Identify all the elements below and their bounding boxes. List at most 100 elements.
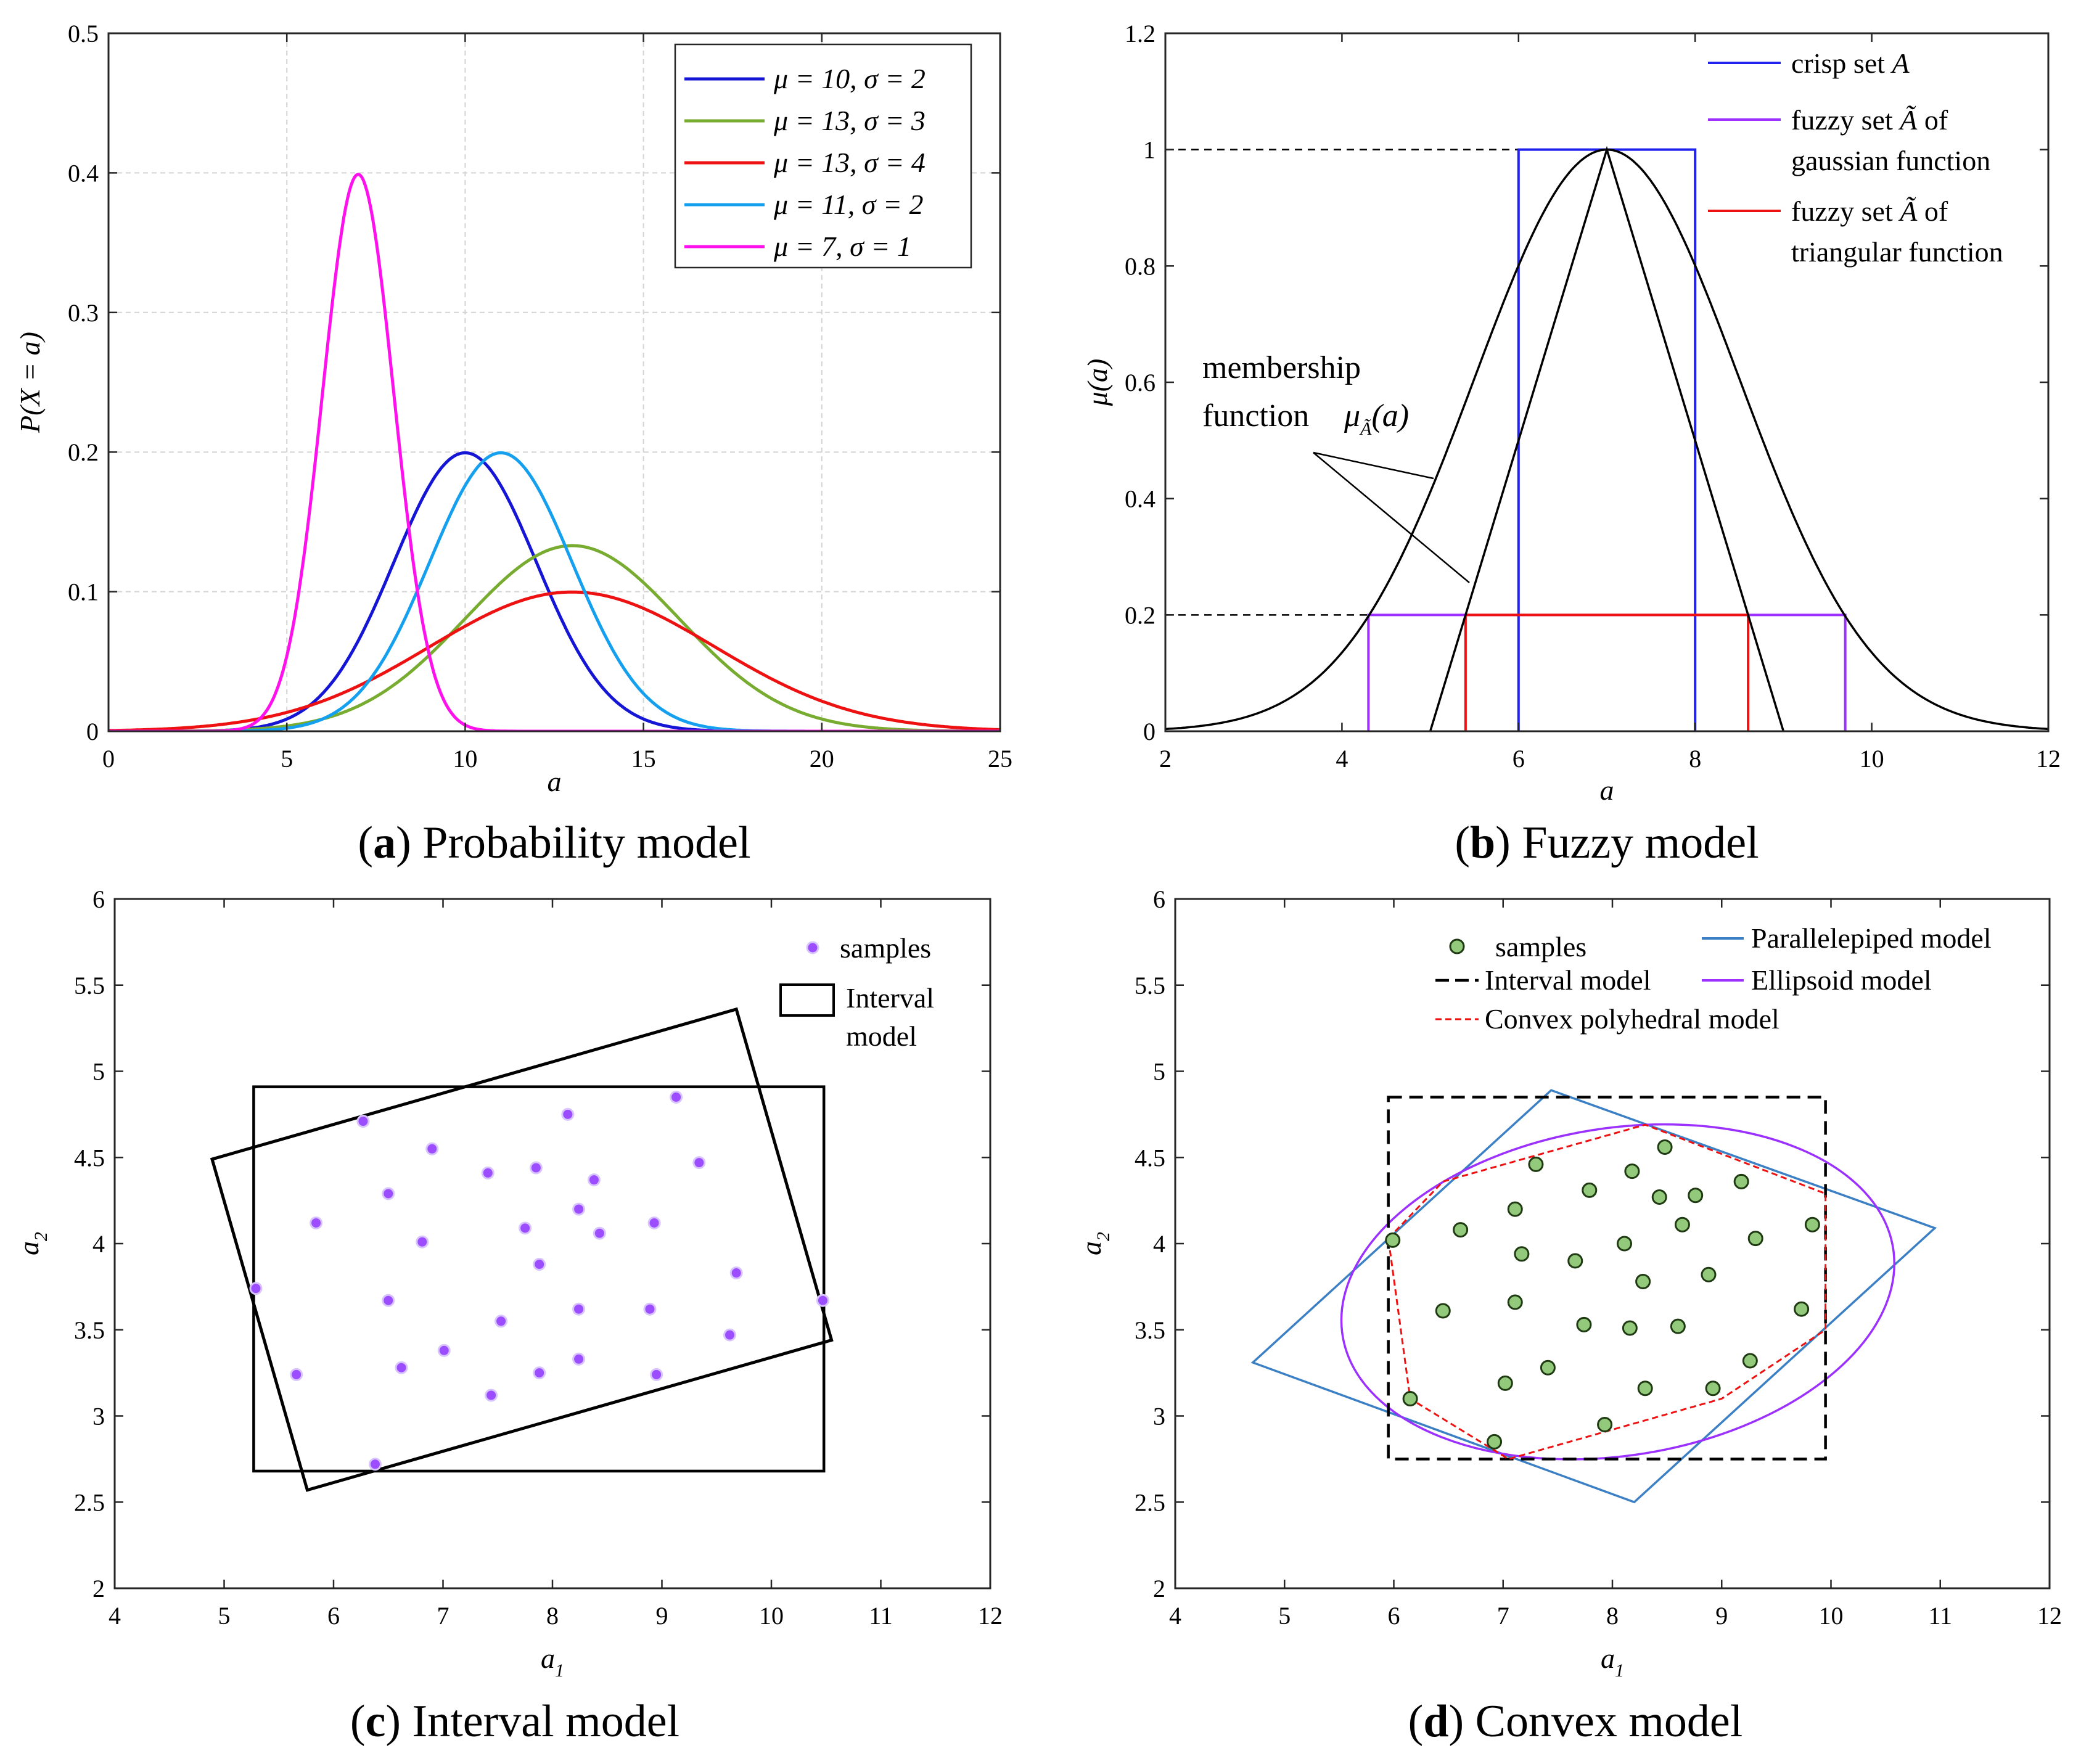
sample-point bbox=[1747, 1231, 1763, 1247]
x-tick-label: 8 bbox=[546, 1602, 559, 1630]
sample-point bbox=[485, 1389, 498, 1402]
sample-point bbox=[395, 1361, 408, 1374]
sample-point bbox=[1637, 1380, 1653, 1397]
x-tick-label: 11 bbox=[1928, 1602, 1952, 1630]
legend-label-4: μ = 11, σ = 2 bbox=[773, 189, 923, 220]
sample-point bbox=[356, 1115, 370, 1128]
sample-point bbox=[1657, 1139, 1673, 1155]
sample-point bbox=[1705, 1380, 1721, 1397]
x-tick-label: 9 bbox=[1715, 1602, 1728, 1630]
sample-point bbox=[1597, 1416, 1613, 1432]
sample-point bbox=[1688, 1188, 1704, 1204]
sample-point bbox=[1507, 1201, 1523, 1217]
sample-point bbox=[643, 1302, 657, 1316]
y-axis-label-b: μ(a) bbox=[1082, 359, 1113, 407]
y-tick-label: 3.5 bbox=[74, 1316, 105, 1344]
y-tick-label: 0.3 bbox=[68, 299, 99, 327]
legend-d: samples Parallelepiped model Interval mode… bbox=[1435, 922, 1992, 1035]
y-tick-label: 2 bbox=[92, 1575, 105, 1602]
sample-point bbox=[533, 1366, 546, 1380]
legend-label-interval-line2: model bbox=[846, 1020, 917, 1052]
legend-label-parallelepiped: Parallelepiped model bbox=[1751, 922, 1992, 954]
sample-point bbox=[1497, 1375, 1513, 1391]
x-tick-label: 12 bbox=[2037, 1602, 2062, 1630]
sample-point bbox=[1733, 1173, 1749, 1189]
legend-swatch-interval bbox=[779, 983, 835, 1017]
triangle-membership-curve bbox=[1429, 146, 1785, 731]
sample-point bbox=[1435, 1303, 1451, 1319]
legend-label-samples: samples bbox=[1495, 931, 1586, 962]
sample-point bbox=[519, 1221, 532, 1235]
x-axis-label-c: a1 bbox=[541, 1643, 564, 1681]
caption-c: (c) Interval model bbox=[350, 1696, 679, 1747]
y-axis-label-a: P(X = a) bbox=[14, 332, 46, 433]
x-tick-label: 6 bbox=[1513, 745, 1525, 773]
membership-label-line1: membership bbox=[1202, 350, 1361, 385]
sample-point bbox=[647, 1216, 661, 1229]
sample-point bbox=[1670, 1318, 1686, 1334]
sample-point bbox=[425, 1142, 439, 1155]
x-axis-label-d: a1 bbox=[1601, 1643, 1624, 1681]
y-tick-label: 5.5 bbox=[74, 972, 105, 999]
sample-point bbox=[290, 1368, 303, 1381]
y-tick-label: 0 bbox=[1143, 718, 1155, 745]
x-tick-label: 4 bbox=[1336, 745, 1348, 773]
sample-point bbox=[1582, 1182, 1598, 1198]
fuzzy-triangular-line bbox=[1464, 613, 1750, 731]
ticks-b: 2 4 6 8 10 12 0 0.2 0.4 0.6 0.8 1 1.2 bbox=[1125, 20, 2061, 773]
ellipsoid-shape bbox=[1340, 1123, 1895, 1461]
sample-point bbox=[1540, 1360, 1556, 1376]
ticks-a: 0 5 10 15 20 25 0 0.1 0.2 0.3 0.4 0.5 bbox=[68, 20, 1012, 773]
x-tick-label: 4 bbox=[1169, 1602, 1181, 1630]
legend-c: samples Interval model bbox=[779, 932, 934, 1052]
sample-point bbox=[1794, 1301, 1810, 1317]
sample-point bbox=[1616, 1236, 1632, 1252]
sample-point bbox=[572, 1302, 586, 1316]
plot-area-c bbox=[115, 899, 990, 1588]
legend-label-3: fuzzy set Ã of bbox=[1791, 195, 1948, 227]
y-tick-label: 0.1 bbox=[68, 578, 99, 606]
x-tick-label: 10 bbox=[453, 745, 477, 773]
sample-point bbox=[1567, 1253, 1583, 1269]
legend-box bbox=[674, 43, 972, 269]
ticks-d: 4 5 6 7 8 9 10 11 12 2 2.5 3 3.5 4 4.5 5 5.5 6 bbox=[1135, 885, 2062, 1630]
legend-label-2: μ = 13, σ = 3 bbox=[773, 105, 926, 136]
sample-point bbox=[1651, 1189, 1667, 1205]
legend-label-2-line2: gaussian function bbox=[1791, 145, 1990, 176]
series-group-b bbox=[1165, 146, 2048, 731]
sample-point bbox=[1507, 1294, 1523, 1310]
sample-point bbox=[416, 1235, 429, 1249]
x-tick-label: 9 bbox=[656, 1602, 668, 1630]
y-tick-label: 4 bbox=[92, 1230, 105, 1258]
sample-point bbox=[368, 1458, 382, 1471]
x-tick-label: 10 bbox=[1819, 1602, 1844, 1630]
sample-point bbox=[1402, 1391, 1418, 1407]
series-line-5 bbox=[109, 173, 1000, 731]
x-tick-label: 2 bbox=[1159, 745, 1172, 773]
ticks-c: 4 5 6 7 8 9 10 11 12 2 2.5 3 3.5 4 4.5 5 5.5 6 bbox=[74, 885, 1003, 1630]
membership-symbol: μÃ(a) bbox=[1344, 398, 1409, 439]
x-tick-label: 0 bbox=[102, 745, 115, 773]
y-tick-label: 3 bbox=[1153, 1403, 1165, 1430]
y-tick-label: 0 bbox=[86, 718, 99, 745]
y-tick-label: 5.5 bbox=[1135, 972, 1165, 999]
sample-point bbox=[437, 1344, 451, 1357]
interval-box bbox=[252, 1085, 826, 1473]
legend-label-2: fuzzy set Ã of bbox=[1791, 104, 1948, 136]
legend-label-3: μ = 13, σ = 4 bbox=[773, 147, 926, 178]
sample-point bbox=[1514, 1246, 1530, 1262]
x-tick-label: 25 bbox=[988, 745, 1012, 773]
x-tick-label: 5 bbox=[218, 1602, 231, 1630]
x-axis-label-a: a bbox=[548, 766, 562, 797]
y-tick-label: 4.5 bbox=[1135, 1144, 1165, 1171]
sample-point bbox=[650, 1368, 663, 1381]
y-tick-label: 4.5 bbox=[74, 1144, 105, 1171]
y-axis-label-c: a2 bbox=[13, 1232, 51, 1255]
legend-swatch-samples bbox=[806, 941, 819, 954]
legend-label-samples: samples bbox=[840, 932, 931, 964]
annotation-arrow-triangle bbox=[1313, 452, 1470, 583]
sample-point bbox=[561, 1107, 575, 1121]
sample-point bbox=[1674, 1216, 1690, 1233]
series-group-d bbox=[1250, 1089, 1937, 1504]
sample-point bbox=[1624, 1163, 1640, 1179]
